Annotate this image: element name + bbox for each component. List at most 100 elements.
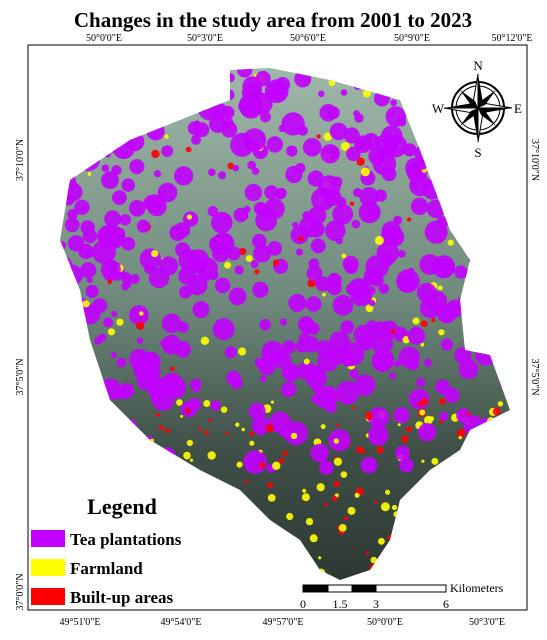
patch [418,423,436,441]
patch [429,416,434,421]
patch [227,163,234,170]
patch [101,171,119,189]
legend-swatch [31,530,65,547]
patch [213,318,235,340]
patch [334,438,339,443]
patch [139,311,143,315]
patch [409,174,431,196]
patch [104,210,121,227]
patch [235,423,239,427]
patch [324,503,328,507]
map-title: Changes in the study area from 2001 to 2… [74,8,472,32]
patch [459,436,462,439]
patch [164,134,168,138]
patch [259,462,265,468]
patch [224,262,231,269]
patch [245,480,248,483]
patch [435,380,450,395]
patch [249,441,254,446]
patch [242,83,262,103]
patch [411,198,428,215]
patch [203,274,210,281]
patch [398,118,407,127]
patch [237,462,243,468]
compass-n: N [473,58,483,73]
patch [306,296,322,312]
patch [284,421,308,445]
compass-s: S [474,145,481,160]
patch [256,203,270,217]
patch [467,412,471,416]
patch [350,202,354,206]
patch [327,281,341,295]
patch [439,420,443,424]
legend-label: Built-up areas [70,588,174,607]
patch [122,178,135,191]
patch [121,282,129,290]
patch [80,262,96,278]
patch [396,269,420,293]
patch [243,128,266,151]
bottom-label: 49°57'0"E [263,617,304,628]
patch [398,423,401,426]
patch [65,217,80,232]
patch [209,418,213,422]
scale-label: 3 [373,597,379,611]
patch [188,249,210,271]
patch [303,138,322,157]
patch [351,285,373,307]
patch [304,359,310,365]
patch [359,187,378,206]
patch [159,425,164,430]
patch [441,339,453,351]
patch [318,91,325,98]
patch [341,89,348,96]
patch [328,429,350,451]
patch [416,378,425,387]
bottom-label: 50°3'0"E [469,617,505,628]
patch [353,110,360,117]
patch [448,240,454,246]
patch [222,214,229,221]
patch [365,412,373,420]
patch [193,387,199,393]
patch [141,366,154,379]
legend-label: Tea plantations [70,530,182,549]
patch [121,272,132,283]
patch [319,461,333,475]
patch [361,457,378,474]
patch [201,337,209,345]
patch [176,399,183,406]
patch [306,368,327,389]
patch [112,190,127,205]
patch [116,319,123,326]
patch [229,288,247,306]
patch [162,335,182,355]
patch [317,483,325,491]
patch [268,494,276,502]
patch [365,551,368,554]
patch [187,440,193,446]
patch [210,400,220,410]
patch [334,481,340,487]
patch [157,193,164,200]
top-label: 50°9'0"E [394,33,430,44]
patch [493,407,501,415]
patch [348,507,356,515]
patch [391,329,396,334]
patch [431,458,438,465]
patch [439,412,448,421]
patch [265,79,289,103]
patch [296,249,303,256]
patch [272,462,280,470]
patch [102,164,110,172]
bottom-label: 49°51'0"E [60,617,101,628]
patch [333,295,354,316]
patch [424,359,432,367]
patch [310,534,318,542]
patch [282,340,296,354]
patch [361,167,370,176]
patch [226,371,241,386]
patch [354,325,375,346]
patch [108,328,115,335]
